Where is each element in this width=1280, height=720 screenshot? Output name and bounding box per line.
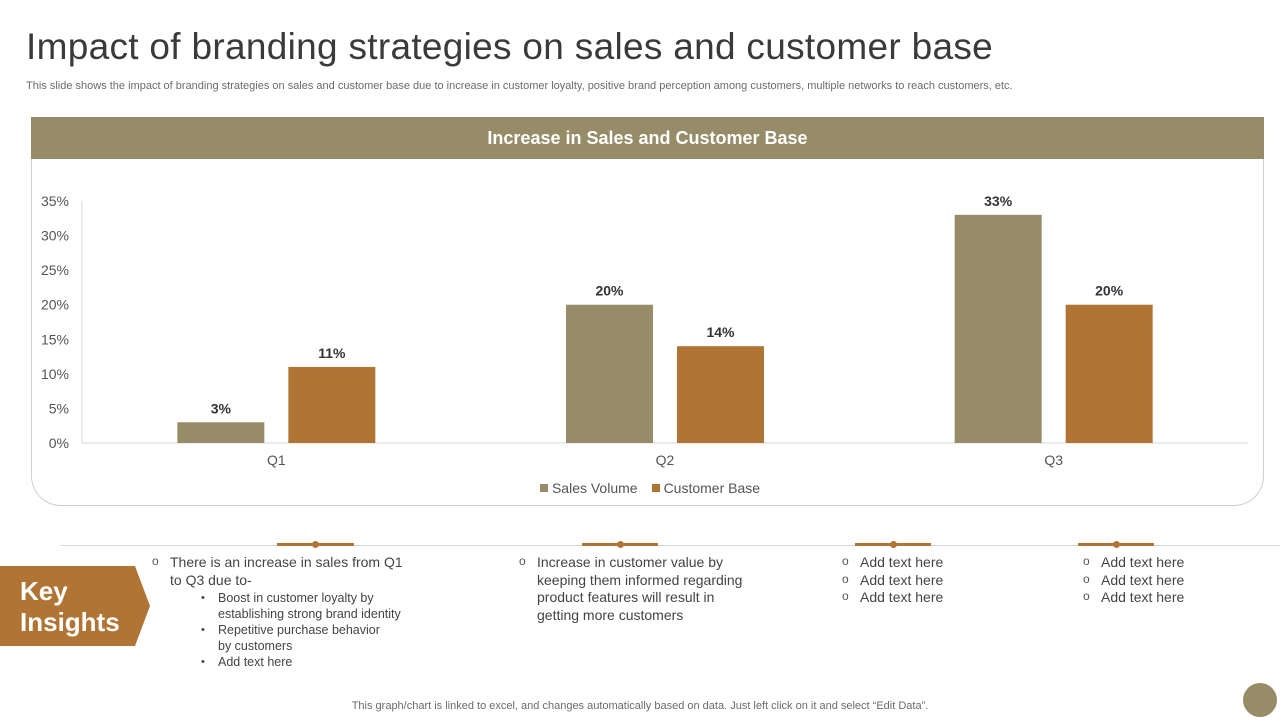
- data-label: 33%: [984, 193, 1013, 209]
- data-label: 20%: [595, 283, 624, 299]
- corner-decoration: [1243, 683, 1277, 717]
- insight-subtext: Boost in customer loyalty by: [218, 591, 374, 605]
- y-tick-label: 20%: [41, 297, 69, 313]
- legend-swatch-customer-base: [651, 484, 660, 492]
- legend-item-customer-base: Customer Base: [651, 480, 761, 496]
- key-insights-line1: Key: [20, 576, 68, 606]
- insight-point: Add text here: [842, 553, 1002, 572]
- bar: [677, 346, 764, 443]
- insight-point: Increase in customer value by keeping th…: [519, 553, 779, 624]
- data-label: 3%: [211, 400, 232, 416]
- y-tick-label: 0%: [49, 435, 69, 451]
- insights-divider: [60, 545, 1280, 546]
- chart-title: Increase in Sales and Customer Base: [31, 117, 1264, 159]
- insight-text: There is an increase in sales from Q1: [170, 554, 403, 570]
- insight-subtext: Add text here: [218, 655, 293, 669]
- insight-subtext: by customers: [218, 639, 293, 653]
- insight-point: There is an increase in sales from Q1 to…: [152, 553, 452, 670]
- insight-text: Increase in customer value by: [537, 554, 723, 570]
- footer-note: This graph/chart is linked to excel, and…: [351, 700, 929, 712]
- chart-legend: Sales Volume Customer Base: [0, 480, 1280, 496]
- insight-column-4: Add text here Add text here Add text her…: [1083, 553, 1243, 607]
- y-tick-label: 35%: [41, 193, 69, 209]
- insight-text: product features will result in: [537, 589, 715, 605]
- data-label: 14%: [706, 324, 735, 340]
- bar: [177, 422, 265, 443]
- insight-connector-dot: [890, 541, 897, 548]
- x-tick-label: Q1: [267, 452, 286, 468]
- data-label: 20%: [1095, 283, 1124, 299]
- legend-label: Customer Base: [663, 480, 761, 496]
- insight-text: to Q3 due to-: [170, 571, 252, 588]
- insight-connector-dot: [617, 541, 624, 548]
- insight-column-1: There is an increase in sales from Q1 to…: [152, 553, 452, 670]
- key-insights-line2: Insights: [20, 607, 120, 637]
- page-subtitle: This slide shows the impact of branding …: [26, 80, 1013, 92]
- bar: [566, 304, 653, 443]
- insight-connector-dot: [1113, 541, 1120, 548]
- insight-text: getting more customers: [537, 606, 684, 623]
- chart-panel: [31, 117, 1264, 506]
- insight-subtext: establishing strong brand identity: [218, 607, 401, 621]
- insight-point: Add text here: [842, 571, 1002, 590]
- page-title: Impact of branding strategies on sales a…: [26, 26, 994, 67]
- key-insights-badge: Key Insights: [0, 566, 150, 646]
- insight-column-3: Add text here Add text here Add text her…: [842, 553, 1002, 607]
- legend-label: Sales Volume: [551, 480, 638, 496]
- data-label: 11%: [318, 345, 346, 361]
- insight-subpoint: Boost in customer loyalty by establishin…: [201, 590, 452, 622]
- y-tick-label: 30%: [41, 228, 69, 244]
- legend-item-sales-volume: Sales Volume: [539, 480, 638, 496]
- bar: [954, 214, 1042, 443]
- bar: [288, 366, 376, 443]
- insight-point: Add text here: [1083, 588, 1243, 607]
- insight-point: Add text here: [842, 588, 1002, 607]
- insight-subpoint: Add text here: [201, 654, 452, 670]
- insight-connector-dot: [312, 541, 319, 548]
- legend-swatch-sales-volume: [539, 484, 548, 492]
- insight-subpoint: Repetitive purchase behavior by customer…: [201, 622, 452, 654]
- y-tick-label: 10%: [41, 366, 69, 382]
- bar: [1065, 304, 1153, 443]
- insight-text: keeping them informed regarding: [537, 571, 743, 588]
- insight-point: Add text here: [1083, 553, 1243, 572]
- x-tick-label: Q3: [1044, 452, 1063, 468]
- y-tick-label: 25%: [41, 262, 69, 278]
- insight-column-2: Increase in customer value by keeping th…: [519, 553, 779, 624]
- insight-subtext: Repetitive purchase behavior: [218, 623, 380, 637]
- insight-point: Add text here: [1083, 571, 1243, 590]
- x-tick-label: Q2: [656, 452, 675, 468]
- y-tick-label: 15%: [41, 331, 69, 347]
- y-tick-label: 5%: [49, 400, 69, 416]
